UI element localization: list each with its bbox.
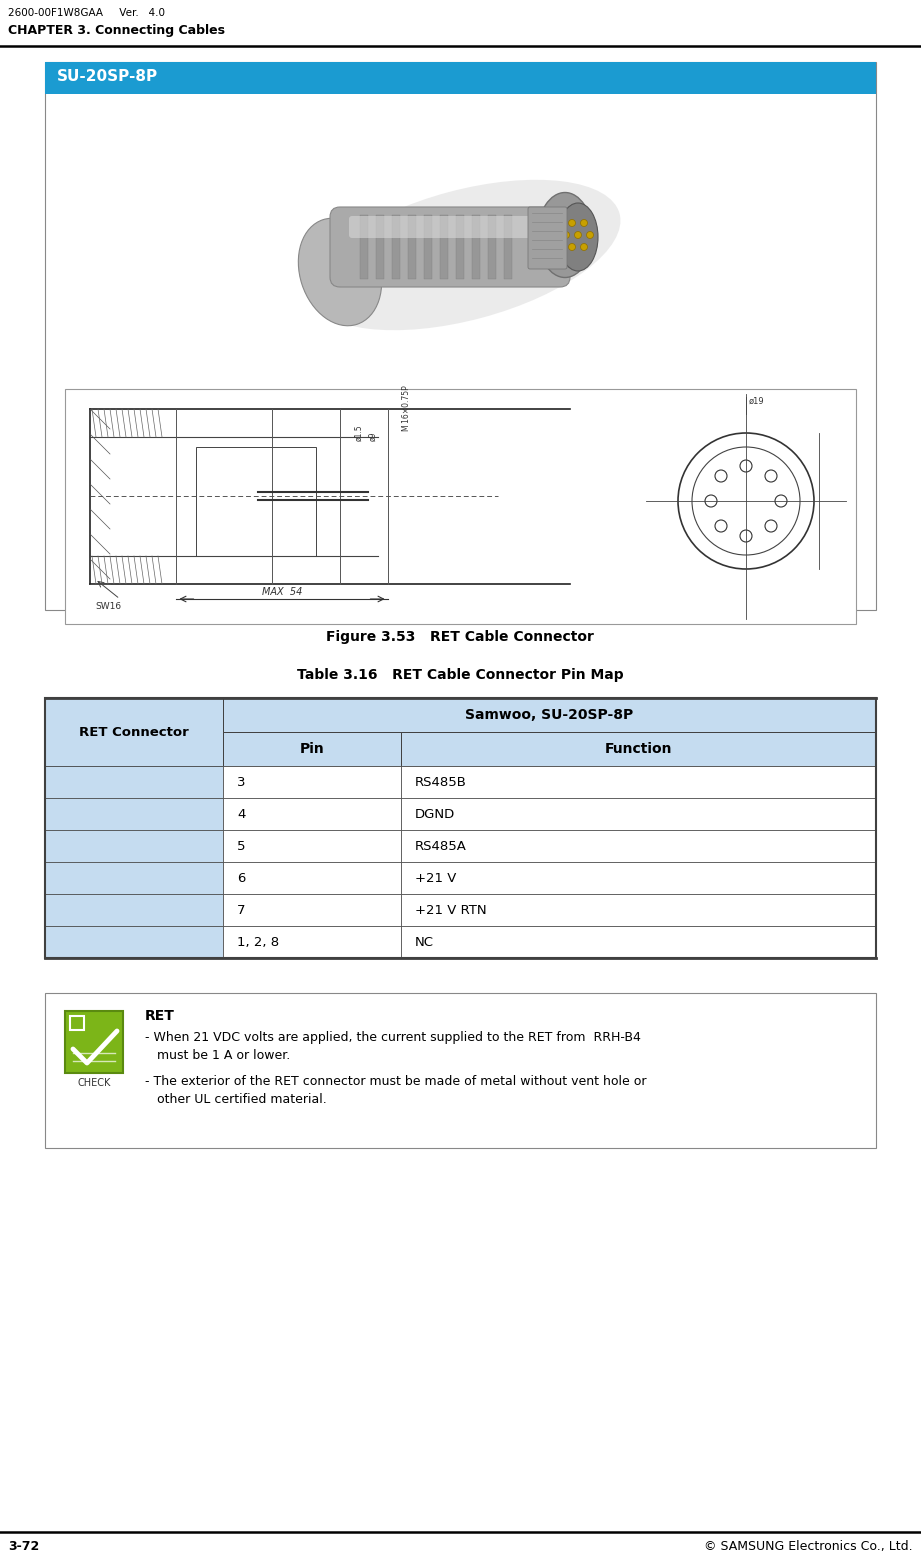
Bar <box>45 698 876 958</box>
Bar <box>401 732 876 767</box>
Bar <box>488 215 496 279</box>
Circle shape <box>765 471 777 481</box>
Circle shape <box>587 232 593 238</box>
Text: ø19: ø19 <box>749 397 764 407</box>
Bar <box>45 62 876 93</box>
Bar <box>456 215 464 279</box>
Bar <box>401 798 876 830</box>
Bar <box>65 1011 123 1073</box>
Bar <box>223 925 401 958</box>
Bar <box>504 215 512 279</box>
Bar <box>408 215 416 279</box>
Text: M 16×0.75P: M 16×0.75P <box>402 385 411 432</box>
Text: - The exterior of the RET connector must be made of metal without vent hole or: - The exterior of the RET connector must… <box>145 1075 647 1087</box>
Text: 7: 7 <box>237 904 246 916</box>
Text: 4: 4 <box>237 807 245 821</box>
Bar <box>223 732 401 767</box>
Bar <box>424 215 432 279</box>
Text: ø1.5: ø1.5 <box>354 424 363 441</box>
Bar <box>45 798 223 830</box>
Circle shape <box>740 460 752 472</box>
Bar <box>360 215 368 279</box>
Bar <box>401 862 876 894</box>
Bar <box>195 447 316 556</box>
Bar <box>45 894 223 925</box>
Bar <box>70 1016 84 1030</box>
Circle shape <box>678 433 814 569</box>
Bar <box>45 830 223 862</box>
Text: RS485B: RS485B <box>415 776 467 788</box>
Text: Figure 3.53   RET Cable Connector: Figure 3.53 RET Cable Connector <box>326 629 594 643</box>
Circle shape <box>568 243 576 251</box>
Bar <box>401 894 876 925</box>
Text: +21 V: +21 V <box>415 871 457 885</box>
Circle shape <box>765 520 777 531</box>
Bar <box>472 215 480 279</box>
Text: CHECK: CHECK <box>77 1078 111 1087</box>
Text: NC: NC <box>415 935 434 949</box>
Ellipse shape <box>558 203 598 271</box>
Bar <box>45 925 223 958</box>
Text: Pin: Pin <box>299 742 324 756</box>
Bar <box>45 698 223 767</box>
Ellipse shape <box>309 179 621 330</box>
Text: CHAPTER 3. Connecting Cables: CHAPTER 3. Connecting Cables <box>8 23 225 37</box>
Bar <box>223 798 401 830</box>
Circle shape <box>705 495 717 506</box>
Text: 3-72: 3-72 <box>8 1539 40 1553</box>
Text: Samwoo, SU-20SP-8P: Samwoo, SU-20SP-8P <box>465 707 634 721</box>
Text: SW16: SW16 <box>95 601 122 611</box>
Bar <box>223 698 876 732</box>
Bar <box>401 767 876 798</box>
Text: RET: RET <box>145 1010 175 1024</box>
Ellipse shape <box>538 193 592 277</box>
Text: DGND: DGND <box>415 807 455 821</box>
Bar <box>223 830 401 862</box>
Bar <box>45 767 223 798</box>
Text: RET Connector: RET Connector <box>79 726 189 738</box>
Bar <box>401 925 876 958</box>
Text: MAX  54: MAX 54 <box>262 587 302 597</box>
Bar <box>376 215 384 279</box>
Bar <box>223 862 401 894</box>
Text: +21 V RTN: +21 V RTN <box>415 904 486 916</box>
Bar <box>45 992 876 1148</box>
Bar <box>440 215 448 279</box>
FancyBboxPatch shape <box>528 207 567 270</box>
FancyBboxPatch shape <box>330 207 570 287</box>
Text: 6: 6 <box>237 871 245 885</box>
Bar <box>401 830 876 862</box>
Circle shape <box>580 243 588 251</box>
Circle shape <box>715 471 727 481</box>
Bar <box>223 767 401 798</box>
Circle shape <box>715 520 727 531</box>
Text: Function: Function <box>605 742 672 756</box>
Text: Table 3.16   RET Cable Connector Pin Map: Table 3.16 RET Cable Connector Pin Map <box>297 668 624 682</box>
Bar <box>45 862 223 894</box>
Circle shape <box>692 447 800 555</box>
Text: RS485A: RS485A <box>415 840 467 852</box>
Bar <box>392 215 400 279</box>
Bar <box>65 390 856 625</box>
Circle shape <box>775 495 787 506</box>
Text: 2600-00F1W8GAA     Ver.   4.0: 2600-00F1W8GAA Ver. 4.0 <box>8 8 165 19</box>
Text: SU-20SP-8P: SU-20SP-8P <box>57 69 158 84</box>
Text: 5: 5 <box>237 840 246 852</box>
Circle shape <box>580 220 588 226</box>
Bar <box>223 894 401 925</box>
Circle shape <box>568 220 576 226</box>
FancyBboxPatch shape <box>349 217 555 238</box>
Circle shape <box>740 530 752 542</box>
Text: 3: 3 <box>237 776 246 788</box>
Text: other UL certified material.: other UL certified material. <box>145 1094 327 1106</box>
Circle shape <box>575 232 581 238</box>
Circle shape <box>563 232 569 238</box>
Bar <box>45 62 876 611</box>
Text: - When 21 VDC volts are applied, the current supplied to the RET from  RRH-B4: - When 21 VDC volts are applied, the cur… <box>145 1031 641 1044</box>
Text: © SAMSUNG Electronics Co., Ltd.: © SAMSUNG Electronics Co., Ltd. <box>705 1539 913 1553</box>
Text: ø9: ø9 <box>368 432 378 441</box>
Text: 1, 2, 8: 1, 2, 8 <box>237 935 279 949</box>
Text: must be 1 A or lower.: must be 1 A or lower. <box>145 1049 290 1063</box>
Ellipse shape <box>298 218 381 326</box>
